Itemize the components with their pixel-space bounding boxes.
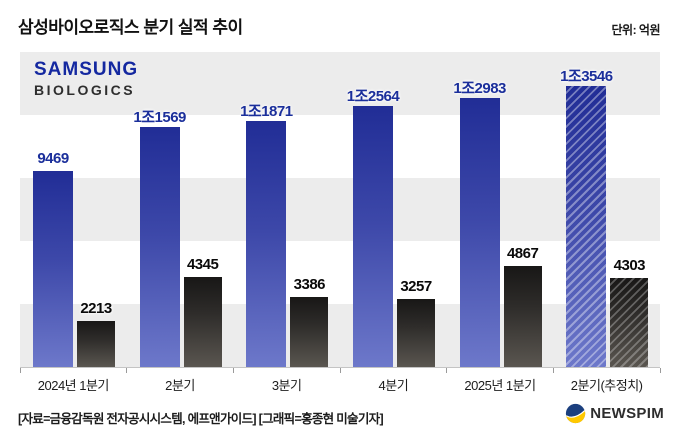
value-label-blue-series: 1조2564 (346, 88, 400, 105)
category-label: 2024년 1분기 (37, 378, 110, 393)
page-title: 삼성바이오로직스 분기 실적 추이 (18, 18, 243, 37)
value-label-dark-series: 4303 (613, 257, 646, 274)
bar-dark-series (610, 278, 649, 367)
category-label: 2분기 (165, 378, 195, 393)
value-label-blue-series: 1조3546 (560, 68, 613, 85)
category-label: 2분기(추정치) (570, 378, 643, 393)
chart-panel: SAMSUNG BIOLOGICS (20, 52, 660, 367)
bar-blue-series (139, 127, 180, 367)
biologics-wordmark: BIOLOGICS (34, 81, 136, 98)
value-label-blue-series: 9469 (37, 150, 69, 167)
bar-dark-series (503, 266, 542, 367)
bar-dark-series (77, 321, 115, 367)
samsung-wordmark: SAMSUNG (34, 58, 139, 81)
axis-tick (552, 368, 554, 373)
unit-label: 단위: 억원 (611, 23, 661, 37)
category-label: 3분기 (271, 378, 302, 393)
value-label-blue-series: 1조1569 (133, 109, 186, 126)
bar-blue-series (566, 86, 607, 367)
newspim-icon (566, 403, 586, 424)
newspim-logo: NEWSPIM (565, 403, 664, 424)
value-label-dark-series: 4345 (186, 256, 219, 273)
axis-tick (232, 368, 234, 373)
bar-dark-series (290, 297, 329, 367)
axis-tick (659, 368, 661, 373)
value-label-dark-series: 2213 (80, 300, 112, 317)
axis-tick (126, 368, 128, 373)
bar-blue-series (33, 171, 73, 367)
bar-dark-series (397, 299, 435, 367)
value-label-dark-series: 3257 (400, 278, 432, 295)
x-axis-line (20, 367, 660, 368)
value-label-dark-series: 4867 (506, 245, 539, 262)
axis-tick (19, 368, 21, 373)
category-label: 2025년 1분기 (464, 378, 536, 393)
axis-tick (339, 368, 341, 373)
bar-dark-series (183, 277, 222, 367)
value-label-blue-series: 1조2983 (453, 80, 506, 97)
value-label-dark-series: 3386 (293, 276, 326, 293)
bar-blue-series (246, 121, 287, 367)
bar-blue-series (459, 98, 500, 367)
category-label: 4분기 (378, 378, 409, 393)
axis-tick (446, 368, 448, 373)
source-credit: [자료=금융감독원 전자공시시스템, 에프앤가이드] [그래픽=홍종현 미술기자… (18, 412, 384, 426)
bar-blue-series (353, 106, 393, 367)
newspim-wordmark: NEWSPIM (590, 405, 664, 422)
samsung-biologics-logo: SAMSUNG BIOLOGICS (34, 58, 139, 98)
value-label-blue-series: 1조1871 (240, 103, 293, 120)
